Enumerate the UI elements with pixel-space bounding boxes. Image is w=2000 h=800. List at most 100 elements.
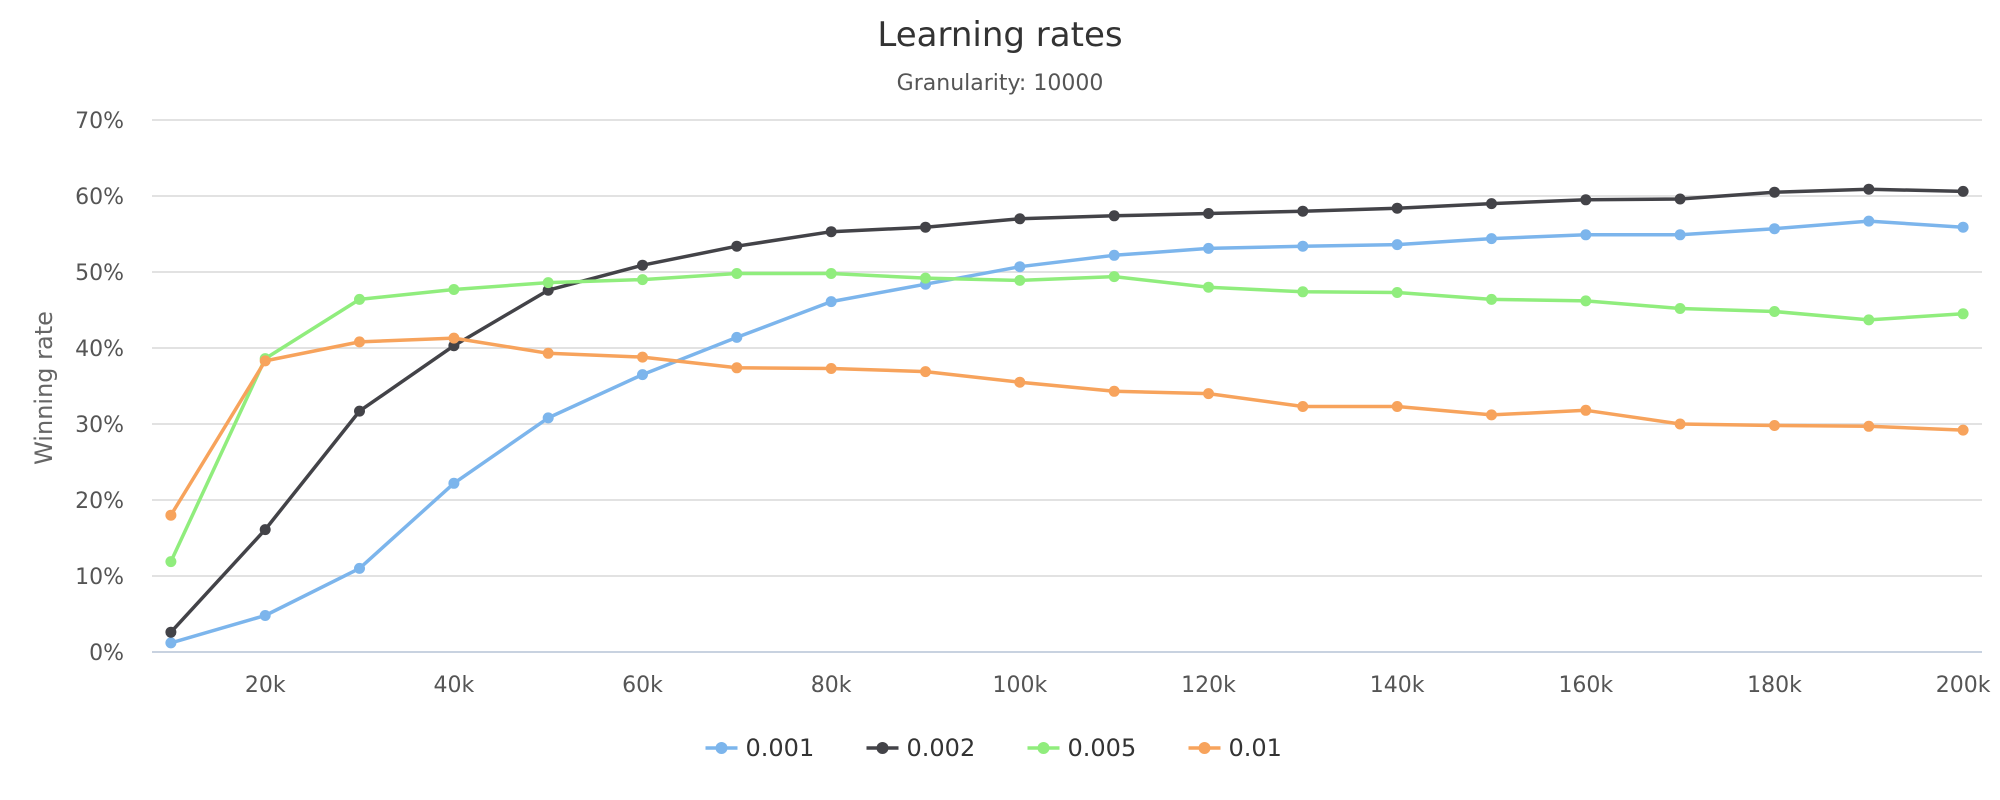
data-point[interactable] <box>1580 295 1592 307</box>
data-point[interactable] <box>1014 376 1026 388</box>
data-point[interactable] <box>1957 221 1969 233</box>
data-point[interactable] <box>448 340 460 352</box>
data-point[interactable] <box>1297 401 1309 412</box>
legend-swatch-marker <box>715 742 728 754</box>
data-point[interactable] <box>542 284 554 296</box>
data-point[interactable] <box>1108 210 1120 222</box>
legend-swatch-marker <box>876 742 889 754</box>
data-point[interactable] <box>1203 242 1214 254</box>
data-point[interactable] <box>731 268 743 279</box>
data-point[interactable] <box>259 524 271 536</box>
data-point[interactable] <box>1014 261 1026 273</box>
data-point[interactable] <box>1580 229 1592 241</box>
data-point[interactable] <box>637 274 648 286</box>
data-point[interactable] <box>1391 239 1403 251</box>
data-point[interactable] <box>1674 418 1686 430</box>
data-point[interactable] <box>1108 271 1120 283</box>
data-point[interactable] <box>448 284 460 295</box>
data-point[interactable] <box>1769 420 1780 431</box>
data-point[interactable] <box>920 366 931 378</box>
data-point[interactable] <box>542 412 554 424</box>
data-point[interactable] <box>1957 424 1969 436</box>
data-point[interactable] <box>354 405 365 417</box>
y-tick-label: 40% <box>75 337 124 362</box>
legend-swatch-marker <box>1198 742 1211 754</box>
data-point[interactable] <box>1391 202 1403 214</box>
data-point[interactable] <box>1957 185 1969 197</box>
data-point[interactable] <box>825 268 837 279</box>
data-point[interactable] <box>1674 229 1686 241</box>
data-point[interactable] <box>1108 385 1120 397</box>
y-tick-label: 30% <box>75 413 124 438</box>
data-point[interactable] <box>1863 420 1875 432</box>
data-point[interactable] <box>259 355 271 367</box>
y-tick-label: 20% <box>75 489 124 514</box>
series-line <box>169 187 1965 634</box>
x-tick-label: 60k <box>622 673 663 698</box>
data-point[interactable] <box>165 626 177 638</box>
data-point[interactable] <box>637 351 648 363</box>
data-point[interactable] <box>354 293 365 305</box>
x-tick-label: 20k <box>245 673 286 698</box>
data-point[interactable] <box>1486 198 1497 210</box>
data-point[interactable] <box>1203 281 1214 293</box>
data-point[interactable] <box>920 272 931 284</box>
data-point[interactable] <box>1580 194 1592 206</box>
data-point[interactable] <box>1486 233 1497 245</box>
data-point[interactable] <box>354 562 365 574</box>
data-point[interactable] <box>165 637 177 649</box>
data-point[interactable] <box>1203 208 1214 219</box>
series-0.005 <box>165 268 1969 568</box>
data-point[interactable] <box>825 363 837 374</box>
data-point[interactable] <box>354 336 365 348</box>
data-point[interactable] <box>1297 240 1309 252</box>
data-point[interactable] <box>1297 205 1309 217</box>
data-point[interactable] <box>1863 215 1875 227</box>
data-point[interactable] <box>1674 193 1686 205</box>
y-tick-label: 70% <box>75 109 124 134</box>
data-point[interactable] <box>1014 274 1026 286</box>
data-point[interactable] <box>731 362 743 374</box>
data-point[interactable] <box>1014 213 1026 225</box>
data-point[interactable] <box>1297 286 1309 298</box>
data-point[interactable] <box>259 610 271 621</box>
legend-item-0.002[interactable]: 0.002 <box>866 734 976 762</box>
data-point[interactable] <box>637 259 648 271</box>
data-point[interactable] <box>825 226 837 238</box>
data-point[interactable] <box>1769 223 1780 235</box>
x-tick-label: 120k <box>1181 673 1236 698</box>
data-point[interactable] <box>1391 287 1403 298</box>
data-point[interactable] <box>165 509 177 521</box>
data-point[interactable] <box>1769 306 1780 317</box>
data-point[interactable] <box>1486 409 1497 421</box>
legend-item-0.01[interactable]: 0.01 <box>1188 734 1282 762</box>
data-point[interactable] <box>1957 308 1969 320</box>
data-point[interactable] <box>1108 249 1120 261</box>
data-point[interactable] <box>1769 186 1780 198</box>
legend-label: 0.001 <box>746 734 815 762</box>
data-point[interactable] <box>1863 183 1875 195</box>
data-point[interactable] <box>731 240 743 252</box>
data-point[interactable] <box>731 331 743 343</box>
data-point[interactable] <box>448 477 460 489</box>
data-point[interactable] <box>1486 293 1497 305</box>
y-axis-title: Winning rate <box>30 311 58 465</box>
data-point[interactable] <box>1580 404 1592 416</box>
data-point[interactable] <box>920 221 931 233</box>
data-point[interactable] <box>542 277 554 289</box>
x-axis-ticks: 20k 40k 60k 80k 100k 120k 140k 160k 180k 200k <box>245 673 1991 698</box>
data-point[interactable] <box>1391 401 1403 412</box>
legend-label: 0.002 <box>907 734 976 762</box>
data-point[interactable] <box>165 556 177 568</box>
legend-item-0.005[interactable]: 0.005 <box>1027 734 1137 762</box>
legend-item-0.001[interactable]: 0.001 <box>705 734 815 762</box>
y-tick-label: 10% <box>75 565 124 590</box>
data-point[interactable] <box>1203 388 1214 400</box>
data-point[interactable] <box>1863 314 1875 326</box>
data-point[interactable] <box>542 347 554 359</box>
data-point[interactable] <box>825 296 837 308</box>
data-point[interactable] <box>448 332 460 344</box>
data-point[interactable] <box>637 369 648 381</box>
data-point[interactable] <box>1674 303 1686 314</box>
